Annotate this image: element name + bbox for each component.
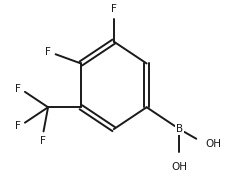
Text: F: F	[45, 48, 51, 57]
Text: F: F	[111, 4, 117, 14]
Text: OH: OH	[205, 139, 221, 149]
Text: F: F	[15, 84, 21, 94]
Text: B: B	[176, 124, 183, 134]
Text: F: F	[40, 137, 45, 146]
Text: OH: OH	[171, 162, 188, 172]
Text: F: F	[15, 121, 21, 130]
